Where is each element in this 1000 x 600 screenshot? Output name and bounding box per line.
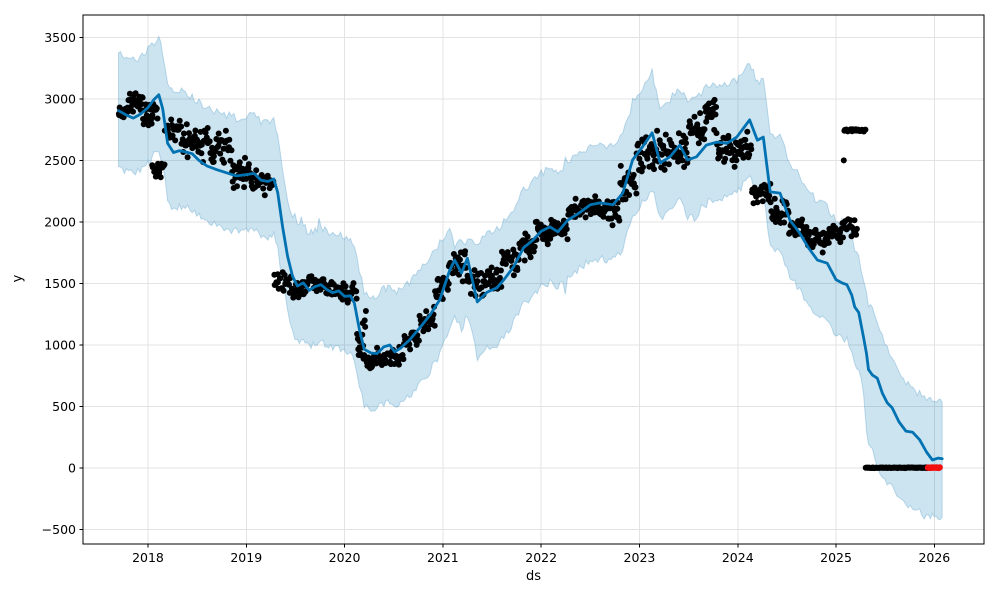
x-tick-label: 2021 xyxy=(427,550,459,565)
anomaly-points xyxy=(924,464,943,472)
confidence-band xyxy=(118,35,943,521)
y-axis-label: y xyxy=(10,274,26,283)
y-tick-label: 0 xyxy=(68,460,76,475)
y-tick-labels: −500 0 500 1000 1500 2000 2500 3000 3500 xyxy=(42,30,76,537)
x-tick-labels: 2018 2019 2020 2021 2022 2023 2024 2025 2026 xyxy=(132,550,950,565)
y-tick-label: 500 xyxy=(52,399,76,414)
y-tick-label: −500 xyxy=(42,522,76,537)
forecast-line xyxy=(117,93,944,462)
y-tick-label: 3000 xyxy=(44,92,76,107)
x-tick-label: 2026 xyxy=(918,550,950,565)
x-tick-label: 2019 xyxy=(230,550,262,565)
x-tick-label: 2022 xyxy=(525,550,557,565)
tick-marks xyxy=(79,37,935,548)
y-tick-label: 2000 xyxy=(44,215,76,230)
x-tick-label: 2020 xyxy=(329,550,361,565)
x-tick-label: 2025 xyxy=(820,550,852,565)
axes-box xyxy=(82,14,985,545)
y-tick-label: 3500 xyxy=(44,30,76,45)
actual-points xyxy=(115,90,930,472)
x-axis-label: ds xyxy=(525,569,542,584)
y-tick-label: 1500 xyxy=(44,276,76,291)
y-tick-label: 1000 xyxy=(44,337,76,352)
y-tick-label: 2500 xyxy=(44,153,76,168)
x-tick-label: 2018 xyxy=(132,550,164,565)
x-tick-label: 2024 xyxy=(722,550,754,565)
x-tick-label: 2023 xyxy=(624,550,656,565)
